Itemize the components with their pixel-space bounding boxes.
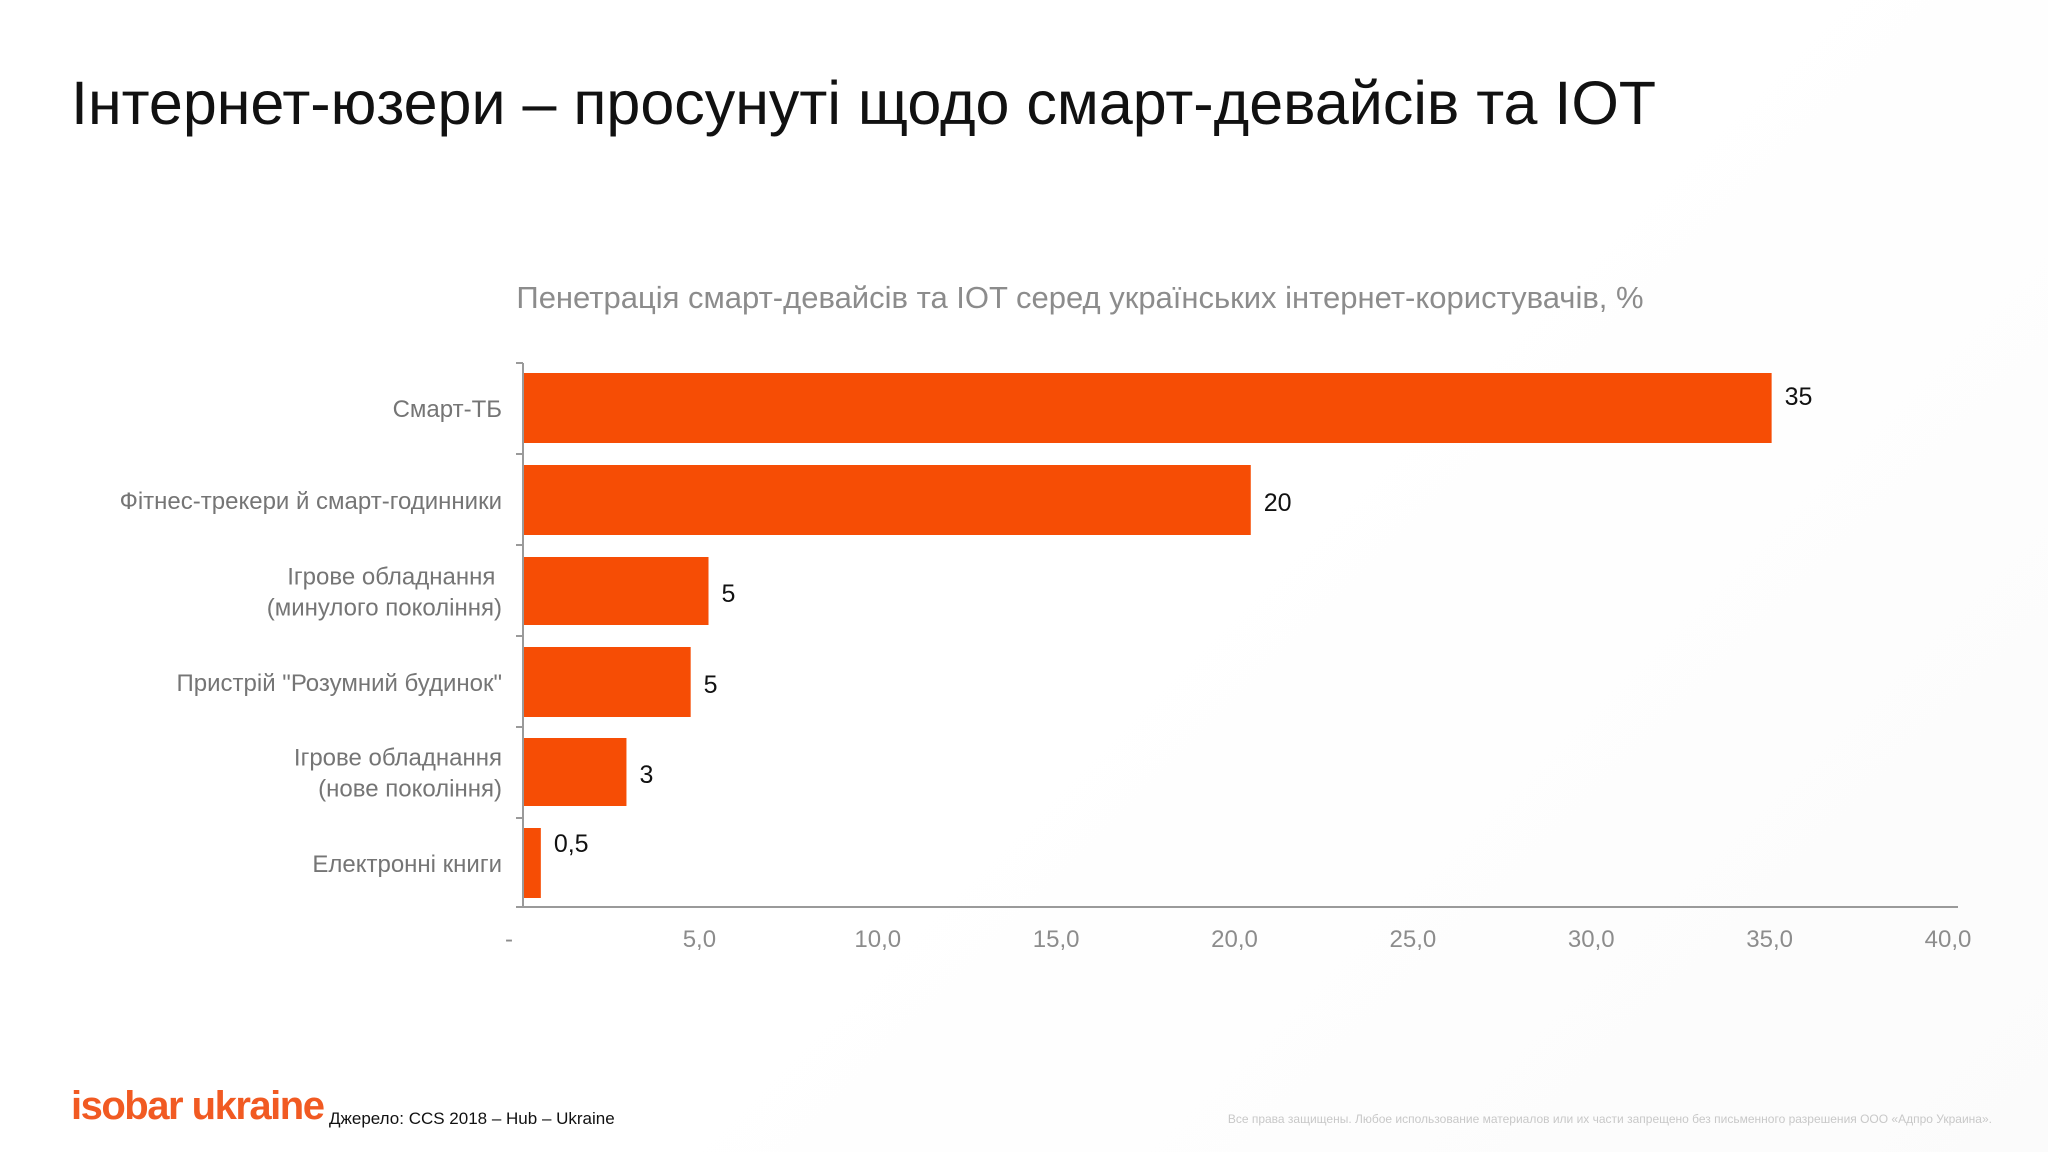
bar (523, 465, 1251, 535)
source-note: Джерело: CCS 2018 – Hub – Ukraine (329, 1109, 615, 1128)
x-tick-label: 35,0 (1746, 926, 1793, 953)
category-label: Фітнес-трекери й смарт-годинники (120, 488, 502, 515)
x-tick-label: 15,0 (1033, 926, 1080, 953)
category-label: Пристрій "Розумний будинок" (177, 670, 502, 697)
bar (523, 738, 627, 806)
x-tick-label: 5,0 (683, 926, 716, 953)
x-tick-label: 30,0 (1568, 926, 1615, 953)
data-label: 3 (639, 761, 653, 789)
category-label: Ігрове обладнання (294, 745, 502, 772)
bar (523, 828, 541, 898)
x-tick-label: 20,0 (1211, 926, 1258, 953)
category-label: Смарт-ТБ (393, 396, 502, 423)
data-label: 0,5 (554, 830, 589, 858)
data-label: 5 (704, 671, 718, 699)
x-tick-label: 10,0 (854, 926, 901, 953)
isobar-logo: isobar ukraine (71, 1084, 325, 1128)
category-label: Ігрове обладнання (287, 564, 502, 591)
x-tick-label: - (505, 926, 513, 953)
chart-title: Пенетрація смарт-девайсів та IOT серед у… (516, 280, 1643, 315)
x-tick-label: 40,0 (1925, 926, 1972, 953)
copyright-note: Все права защищены. Любое использование … (1227, 1112, 1992, 1126)
category-label: (нове покоління) (318, 776, 502, 803)
bar (523, 557, 709, 625)
category-label: (минулого покоління) (267, 595, 502, 622)
bar (523, 373, 1772, 443)
bar (523, 647, 691, 717)
data-label: 5 (722, 580, 736, 608)
x-tick-label: 25,0 (1390, 926, 1437, 953)
category-label: Електронні книги (312, 851, 502, 878)
data-label: 35 (1785, 383, 1813, 411)
page-title: Інтернет-юзери – просунуті щодо смарт-де… (71, 69, 1657, 137)
data-label: 20 (1264, 489, 1292, 517)
